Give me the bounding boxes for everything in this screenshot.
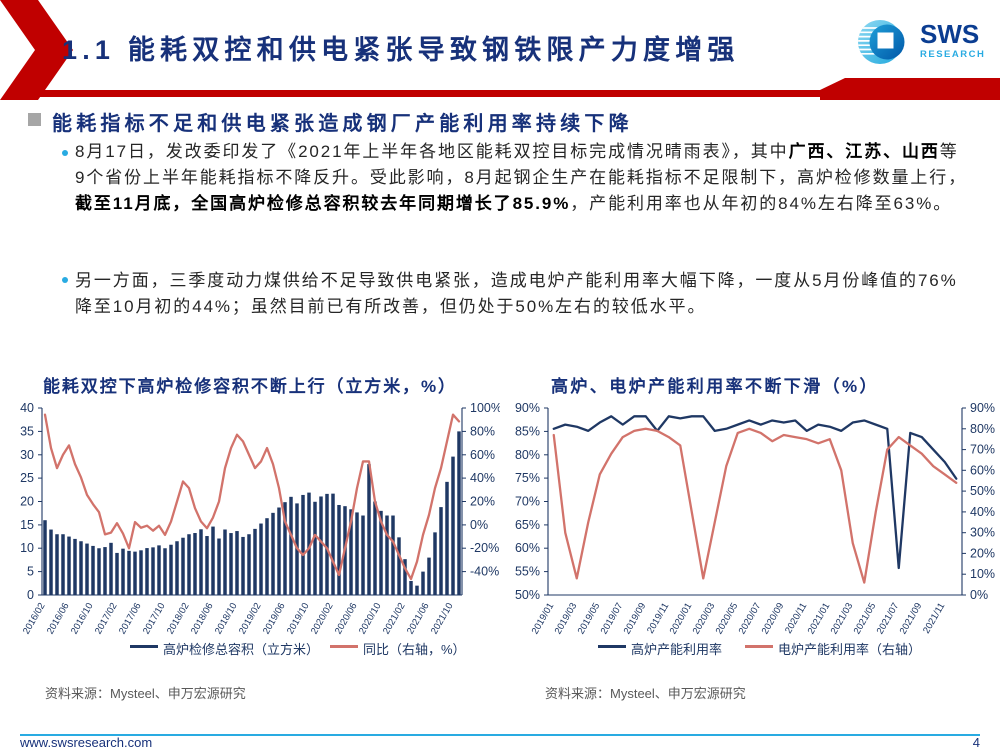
svg-text:2018/06: 2018/06: [189, 601, 216, 636]
svg-text:2021/09: 2021/09: [898, 601, 925, 636]
svg-text:2020/06: 2020/06: [333, 601, 360, 636]
svg-text:25: 25: [20, 471, 34, 485]
svg-text:2019/02: 2019/02: [237, 601, 264, 636]
svg-text:2019/09: 2019/09: [622, 601, 649, 636]
svg-text:65%: 65%: [515, 518, 540, 532]
svg-text:2019/10: 2019/10: [285, 601, 312, 636]
svg-text:2016/06: 2016/06: [45, 601, 72, 636]
svg-text:50%: 50%: [970, 484, 995, 498]
svg-text:90%: 90%: [970, 401, 995, 415]
svg-text:100%: 100%: [470, 401, 500, 415]
svg-text:60%: 60%: [470, 448, 495, 462]
svg-text:40%: 40%: [970, 505, 995, 519]
svg-text:-20%: -20%: [470, 541, 499, 555]
svg-text:40%: 40%: [470, 471, 495, 485]
svg-text:2016/02: 2016/02: [21, 601, 48, 636]
svg-text:70%: 70%: [970, 443, 995, 457]
svg-text:85%: 85%: [515, 424, 540, 438]
svg-text:2016/10: 2016/10: [69, 601, 96, 636]
svg-text:60%: 60%: [970, 463, 995, 477]
svg-text:20: 20: [20, 495, 34, 509]
svg-text:10%: 10%: [970, 567, 995, 581]
svg-text:2021/02: 2021/02: [381, 601, 408, 636]
svg-text:2017/10: 2017/10: [141, 601, 168, 636]
svg-text:5: 5: [27, 565, 34, 579]
svg-text:2021/11: 2021/11: [921, 601, 947, 636]
svg-text:2021/06: 2021/06: [405, 601, 432, 636]
svg-text:2018/10: 2018/10: [213, 601, 240, 636]
svg-text:2020/02: 2020/02: [309, 601, 336, 636]
svg-text:0%: 0%: [970, 588, 988, 602]
svg-text:10: 10: [20, 541, 34, 555]
svg-text:80%: 80%: [970, 422, 995, 436]
svg-text:2017/06: 2017/06: [117, 601, 144, 636]
svg-text:40: 40: [20, 401, 34, 415]
svg-text:15: 15: [20, 518, 34, 532]
svg-text:35: 35: [20, 424, 34, 438]
svg-text:60%: 60%: [515, 541, 540, 555]
svg-text:2019/06: 2019/06: [261, 601, 288, 636]
svg-text:2018/02: 2018/02: [165, 601, 192, 636]
svg-text:30%: 30%: [970, 526, 995, 540]
svg-text:2020/10: 2020/10: [357, 601, 384, 636]
svg-text:20%: 20%: [970, 546, 995, 560]
svg-text:90%: 90%: [515, 401, 540, 415]
svg-text:55%: 55%: [515, 565, 540, 579]
svg-text:-40%: -40%: [470, 565, 499, 579]
svg-text:70%: 70%: [515, 495, 540, 509]
svg-text:0%: 0%: [470, 518, 488, 532]
svg-text:80%: 80%: [515, 448, 540, 462]
svg-text:75%: 75%: [515, 471, 540, 485]
svg-text:20%: 20%: [470, 495, 495, 509]
svg-text:30: 30: [20, 448, 34, 462]
svg-text:50%: 50%: [515, 588, 540, 602]
svg-text:80%: 80%: [470, 424, 495, 438]
svg-text:2017/02: 2017/02: [93, 601, 120, 636]
svg-text:2020/09: 2020/09: [760, 601, 787, 636]
svg-text:2021/10: 2021/10: [429, 601, 456, 636]
svg-text:0: 0: [27, 588, 34, 602]
